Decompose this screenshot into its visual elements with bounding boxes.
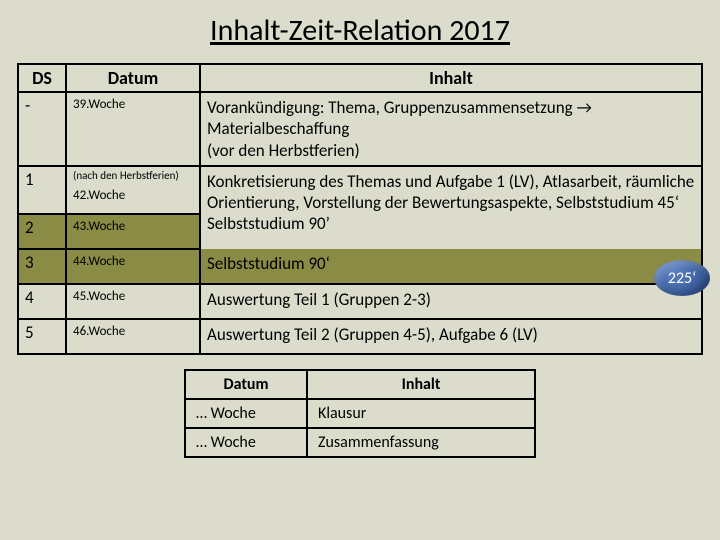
table-row: 1 (nach den Herbstferien) Konkretisierun…	[18, 166, 702, 184]
table-row: 5 46.Woche Auswertung Teil 2 (Gruppen 4-…	[18, 319, 702, 354]
table-row: … Woche Zusammenfassung	[185, 428, 535, 457]
cell-ds: -	[18, 92, 66, 166]
sub-col-header-inhalt: Inhalt	[307, 370, 535, 399]
cell-inhalt: Selbststudium 90‘	[200, 249, 702, 284]
cell-datum: 45.Woche	[66, 284, 200, 319]
col-header-datum: Datum	[66, 64, 200, 92]
table-row: - 39.Woche Vorankündigung: Thema, Gruppe…	[18, 92, 702, 166]
col-header-inhalt: Inhalt	[200, 64, 702, 92]
callout-bubble: 225‘	[654, 260, 710, 296]
sub-col-header-datum: Datum	[185, 370, 307, 399]
sub-table-header-row: Datum Inhalt	[185, 370, 535, 399]
cell-datum: 44.Woche	[66, 249, 200, 284]
cell-inhalt: Klausur	[307, 399, 535, 428]
cell-datum: 42.Woche	[66, 184, 200, 214]
cell-datum-note: (nach den Herbstferien)	[66, 166, 200, 184]
sub-table: Datum Inhalt … Woche Klausur … Woche Zus…	[184, 369, 536, 458]
cell-ds: 5	[18, 319, 66, 354]
table-row: 4 45.Woche Auswertung Teil 1 (Gruppen 2-…	[18, 284, 702, 319]
cell-datum: … Woche	[185, 428, 307, 457]
cell-datum: 39.Woche	[66, 92, 200, 166]
cell-ds: 4	[18, 284, 66, 319]
table-row: 3 44.Woche Selbststudium 90‘	[18, 249, 702, 284]
main-table: DS Datum Inhalt - 39.Woche Vorankündigun…	[17, 63, 703, 355]
cell-ds: 2	[18, 214, 66, 249]
cell-inhalt: Auswertung Teil 2 (Gruppen 4-5), Aufgabe…	[200, 319, 702, 354]
cell-datum: … Woche	[185, 399, 307, 428]
cell-ds: 1	[18, 166, 66, 214]
table-row: … Woche Klausur	[185, 399, 535, 428]
cell-datum: 43.Woche	[66, 214, 200, 249]
cell-inhalt: Konkretisierung des Themas und Aufgabe 1…	[200, 166, 702, 249]
cell-inhalt: Vorankündigung: Thema, Gruppenzusammense…	[200, 92, 702, 166]
cell-inhalt: Zusammenfassung	[307, 428, 535, 457]
main-table-header-row: DS Datum Inhalt	[18, 64, 702, 92]
col-header-ds: DS	[18, 64, 66, 92]
page-title: Inhalt-Zeit-Relation 2017	[0, 12, 720, 49]
cell-inhalt: Auswertung Teil 1 (Gruppen 2-3)	[200, 284, 702, 319]
cell-ds: 3	[18, 249, 66, 284]
cell-datum: 46.Woche	[66, 319, 200, 354]
